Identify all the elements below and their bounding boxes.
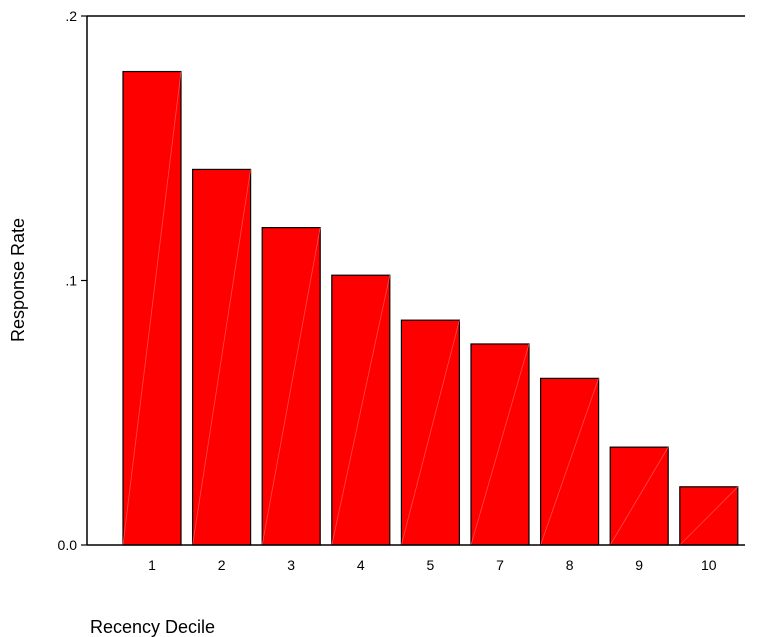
x-tick-label-10: 10 — [701, 557, 717, 573]
x-tick-label-1: 1 — [148, 557, 156, 573]
bar-shading-7 — [470, 343, 530, 546]
x-tick-label-4: 4 — [357, 557, 365, 573]
y-tick-label-0: 0.0 — [58, 537, 78, 553]
x-tick-label-5: 5 — [427, 557, 435, 573]
x-tick-labels: 1 2 3 4 5 7 8 9 10 — [148, 557, 717, 573]
x-tick-label-2: 2 — [218, 557, 226, 573]
bar-shading-3 — [261, 227, 321, 546]
x-axis-title: Recency Decile — [90, 617, 215, 637]
bar-shading-2 — [192, 169, 251, 546]
bar-shading-4 — [331, 275, 391, 546]
x-tick-label-8: 8 — [566, 557, 574, 573]
x-tick-label-9: 9 — [635, 557, 643, 573]
y-axis-title: Response Rate — [8, 218, 28, 342]
bar-shading-8 — [540, 378, 599, 546]
bar-shading-9 — [609, 446, 669, 546]
y-tick-label-2: .2 — [65, 8, 77, 24]
bar-shading-1 — [122, 71, 182, 546]
y-tick-label-1: .1 — [65, 273, 77, 289]
bar-shading-5 — [401, 320, 460, 546]
bars-group — [122, 70, 739, 546]
x-tick-label-7: 7 — [496, 557, 504, 573]
x-tick-label-3: 3 — [287, 557, 295, 573]
y-tick-labels: 0.0 .1 .2 — [58, 8, 87, 553]
bar-shading-10 — [679, 486, 739, 546]
